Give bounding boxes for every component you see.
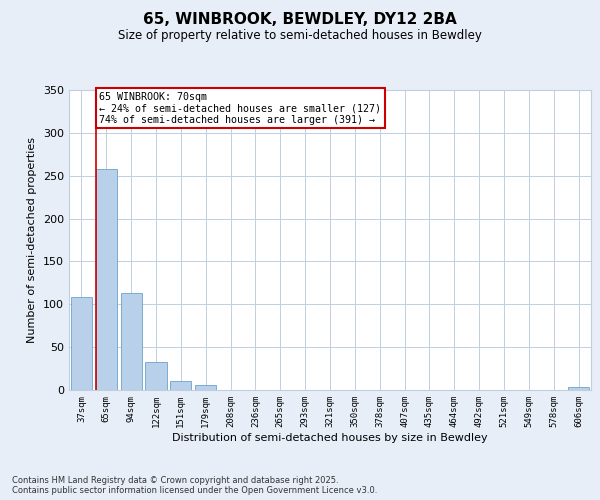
- Bar: [170, 382, 191, 390]
- Bar: [195, 385, 216, 390]
- Bar: [121, 293, 142, 390]
- Text: Contains HM Land Registry data © Crown copyright and database right 2025.
Contai: Contains HM Land Registry data © Crown c…: [12, 476, 377, 495]
- X-axis label: Distribution of semi-detached houses by size in Bewdley: Distribution of semi-detached houses by …: [172, 432, 488, 442]
- Bar: [71, 298, 92, 390]
- Bar: [145, 362, 167, 390]
- Bar: [96, 169, 117, 390]
- Bar: [568, 388, 589, 390]
- Y-axis label: Number of semi-detached properties: Number of semi-detached properties: [28, 137, 37, 343]
- Text: 65 WINBROOK: 70sqm
← 24% of semi-detached houses are smaller (127)
74% of semi-d: 65 WINBROOK: 70sqm ← 24% of semi-detache…: [100, 92, 382, 125]
- Text: 65, WINBROOK, BEWDLEY, DY12 2BA: 65, WINBROOK, BEWDLEY, DY12 2BA: [143, 12, 457, 28]
- Text: Size of property relative to semi-detached houses in Bewdley: Size of property relative to semi-detach…: [118, 29, 482, 42]
